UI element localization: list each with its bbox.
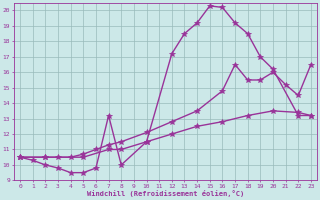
X-axis label: Windchill (Refroidissement éolien,°C): Windchill (Refroidissement éolien,°C) [87,190,244,197]
